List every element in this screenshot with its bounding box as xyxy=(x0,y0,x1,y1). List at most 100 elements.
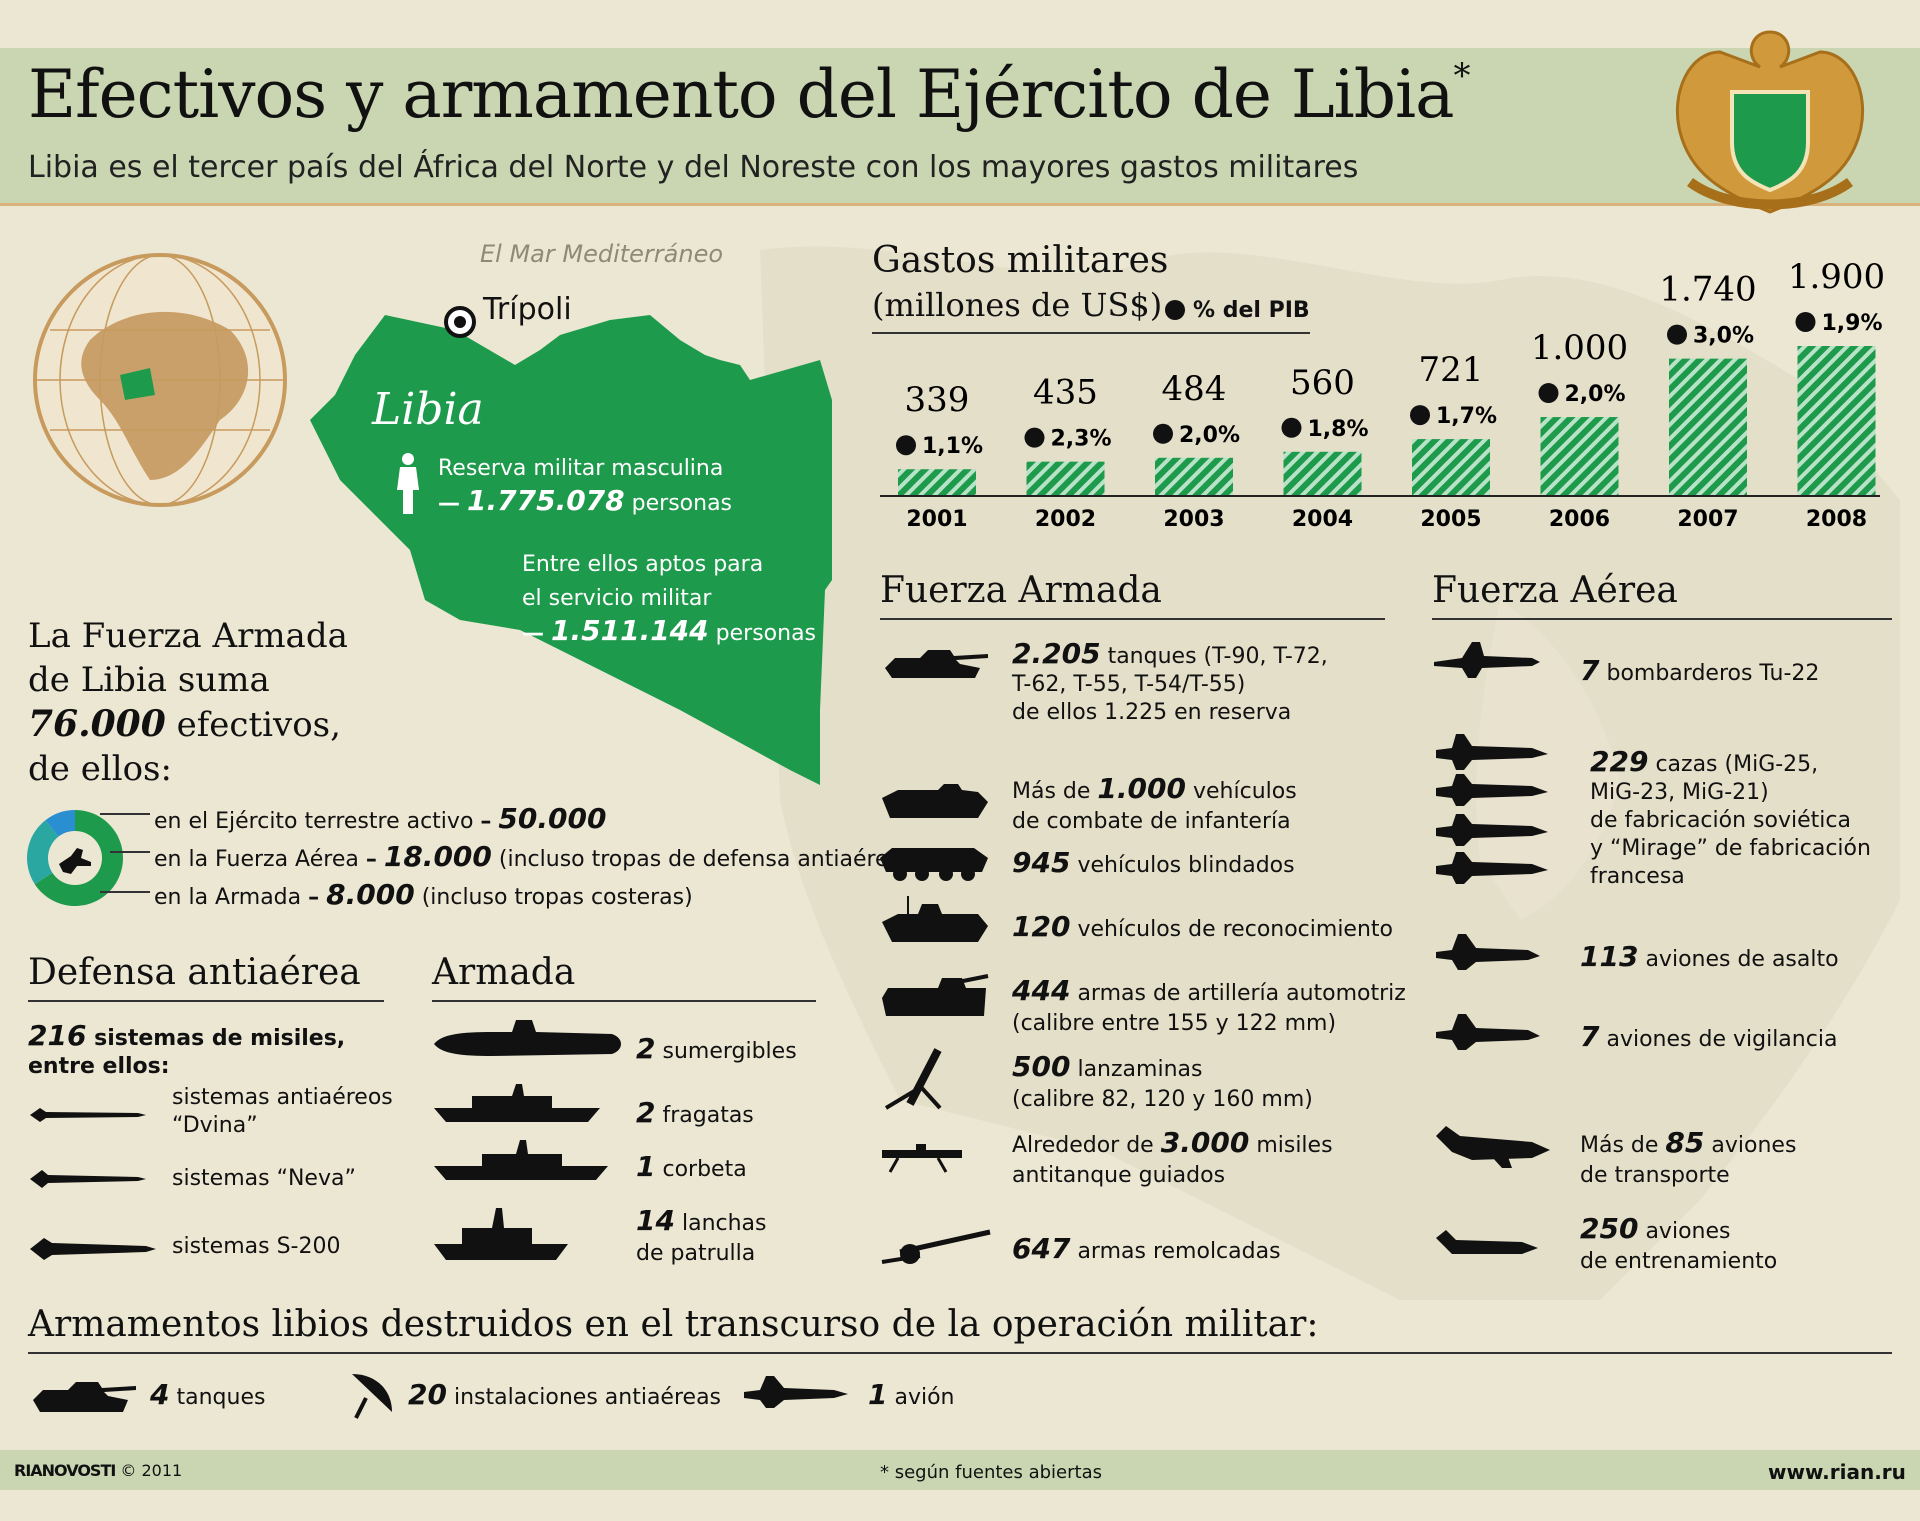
bar-value-label: 1.900 xyxy=(1788,260,1885,297)
bar-value-label: 1.000 xyxy=(1531,328,1628,368)
airforce-item-transport: Más de 85 aviones de transporte xyxy=(1580,1126,1797,1189)
reserve-label: Reserva militar masculina xyxy=(438,456,724,481)
gdp-dot-icon xyxy=(1795,312,1816,332)
footer-note: * según fuentes abiertas xyxy=(880,1462,1102,1483)
soldier-icon xyxy=(59,848,91,874)
bar-value-label: 1.740 xyxy=(1659,270,1756,310)
navy-title-rule xyxy=(432,1000,816,1002)
gdp-dot-icon xyxy=(1667,324,1687,345)
airforce-title-rule xyxy=(1432,618,1892,620)
footer-band xyxy=(0,1450,1920,1490)
fit-label-1: Entre ellos aptos para xyxy=(522,552,764,577)
army-item-ifv: Más de 1.000 vehículos de combate de inf… xyxy=(1012,772,1297,835)
capital-label: Trípoli xyxy=(483,292,572,327)
navy-item-corvette: 1 corbeta xyxy=(636,1150,747,1183)
gdp-dot-icon xyxy=(1281,417,1302,438)
airforce-item-fighters: 229 cazas (MiG-25, MiG-23, MiG-21) de fa… xyxy=(1590,745,1871,890)
radar-icon xyxy=(352,1374,392,1419)
army-item-tanks: 2.205 tanques (T-90, T-72, T-62, T-55, T… xyxy=(1012,637,1328,726)
gdp-pct-label: 1,8% xyxy=(1308,417,1369,442)
footer-brand: RIANOVOSTI © 2011 xyxy=(14,1461,183,1480)
navy-item-frigates: 2 fragatas xyxy=(636,1096,754,1129)
spending-unit: (millones de US$) xyxy=(872,286,1163,324)
year-tick-label: 2002 xyxy=(1035,507,1096,532)
fit-value-line: — 1.511.144 personas xyxy=(522,614,817,647)
spending-legend: % del PIB xyxy=(1165,298,1310,323)
airforce-item-assault: 113 aviones de asalto xyxy=(1580,940,1839,973)
bar-2001 xyxy=(898,469,976,496)
footer-site-link[interactable]: www.rian.ru xyxy=(1768,1460,1906,1484)
army-title: Fuerza Armada xyxy=(880,570,1162,611)
header-band xyxy=(0,48,1920,206)
sea-label: El Mar Mediterráneo xyxy=(480,240,724,268)
ifv-icon xyxy=(882,784,988,818)
army-title-rule xyxy=(880,618,1385,620)
year-tick-label: 2005 xyxy=(1420,507,1481,532)
fighter-jets-icon xyxy=(1436,734,1548,884)
forces-donut xyxy=(27,810,123,906)
gdp-dot-icon xyxy=(1024,427,1045,448)
attack-aircraft-icon xyxy=(1436,934,1540,970)
air-defense-item-s200: sistemas S-200 xyxy=(172,1234,341,1259)
towed-gun-icon xyxy=(881,1229,991,1264)
apc-icon xyxy=(880,848,988,881)
submarine-icon xyxy=(434,1020,621,1056)
spending-title: Gastos militares xyxy=(872,240,1169,281)
army-item-towed: 647 armas remolcadas xyxy=(1012,1232,1281,1265)
gdp-pct-label: 1,7% xyxy=(1436,404,1497,429)
patrol-boat-icon xyxy=(434,1208,568,1260)
airforce-item-surveillance: 7 aviones de vigilancia xyxy=(1580,1020,1838,1053)
recon-vehicle-icon xyxy=(882,896,988,942)
year-tick-label: 2001 xyxy=(906,507,967,532)
air-defense-item-dvina: sistemas antiaéreos “Dvina” xyxy=(172,1085,393,1138)
country-label: Libia xyxy=(372,384,484,435)
page-subtitle: Libia es el tercer país del África del N… xyxy=(28,150,1359,185)
bar-2007 xyxy=(1669,358,1747,496)
gdp-pct-label: 1,9% xyxy=(1822,311,1883,336)
year-tick-label: 2004 xyxy=(1292,507,1353,532)
globe-icon xyxy=(33,253,287,507)
spending-title-rule xyxy=(872,332,1310,334)
year-tick-label: 2003 xyxy=(1163,507,1224,532)
air-defense-head: 216 sistemas de misiles, entre ellos: xyxy=(28,1019,346,1080)
bar-value-label: 560 xyxy=(1290,363,1355,403)
s200-missile-icon xyxy=(30,1238,156,1260)
frigate-icon xyxy=(434,1084,600,1122)
bar-2003 xyxy=(1155,457,1233,496)
gdp-dot-icon xyxy=(1153,423,1173,444)
gdp-dot-icon xyxy=(1538,383,1559,404)
fit-label-2: el servicio militar xyxy=(522,586,712,611)
libya-coat-of-arms-icon xyxy=(1675,30,1865,214)
destroyed-tank-icon xyxy=(33,1382,136,1412)
air-defense-title-rule xyxy=(28,1000,384,1002)
destroyed-title: Armamentos libios destruidos en el trans… xyxy=(28,1304,1319,1345)
mortar-icon xyxy=(884,1048,942,1110)
army-item-artillery: 444 armas de artillería automotriz (cali… xyxy=(1012,974,1406,1037)
bar-2006 xyxy=(1540,417,1619,496)
bar-2005 xyxy=(1412,439,1490,496)
atgm-icon xyxy=(882,1144,962,1173)
airforce-title: Fuerza Aérea xyxy=(1432,570,1678,611)
gdp-pct-label: 2,0% xyxy=(1179,423,1240,448)
destroyed-item-aa: 20 instalaciones antiaéreas xyxy=(408,1378,722,1411)
air-defense-item-neva: sistemas “Neva” xyxy=(172,1166,356,1191)
army-item-apc: 945 vehículos blindados xyxy=(1012,846,1295,879)
bar-2008 xyxy=(1797,346,1876,496)
soldier-icon xyxy=(397,453,419,514)
army-item-mortars: 500 lanzaminas (calibre 82, 120 y 160 mm… xyxy=(1012,1050,1313,1113)
transport-aircraft-icon xyxy=(1436,1126,1550,1168)
air-defense-title: Defensa antiaérea xyxy=(28,952,361,993)
bar-value-label: 721 xyxy=(1419,350,1484,390)
donut-leader-lines xyxy=(100,813,150,893)
army-item-atgm: Alrededor de 3.000 misiles antitanque gu… xyxy=(1012,1126,1333,1189)
libya-map xyxy=(310,306,832,785)
year-tick-label: 2006 xyxy=(1549,507,1610,532)
destroyed-item-tanks: 4 tanques xyxy=(150,1378,266,1411)
spending-chart: 339 1,1% 2001 435 2,3% 2002 484 2,0% 2003 560 1,8%… xyxy=(880,260,1885,532)
surveillance-aircraft-icon xyxy=(1436,1014,1540,1050)
artillery-icon xyxy=(882,974,989,1016)
neva-missile-icon xyxy=(30,1170,146,1188)
corvette-icon xyxy=(434,1140,608,1180)
tank-icon xyxy=(885,650,988,678)
